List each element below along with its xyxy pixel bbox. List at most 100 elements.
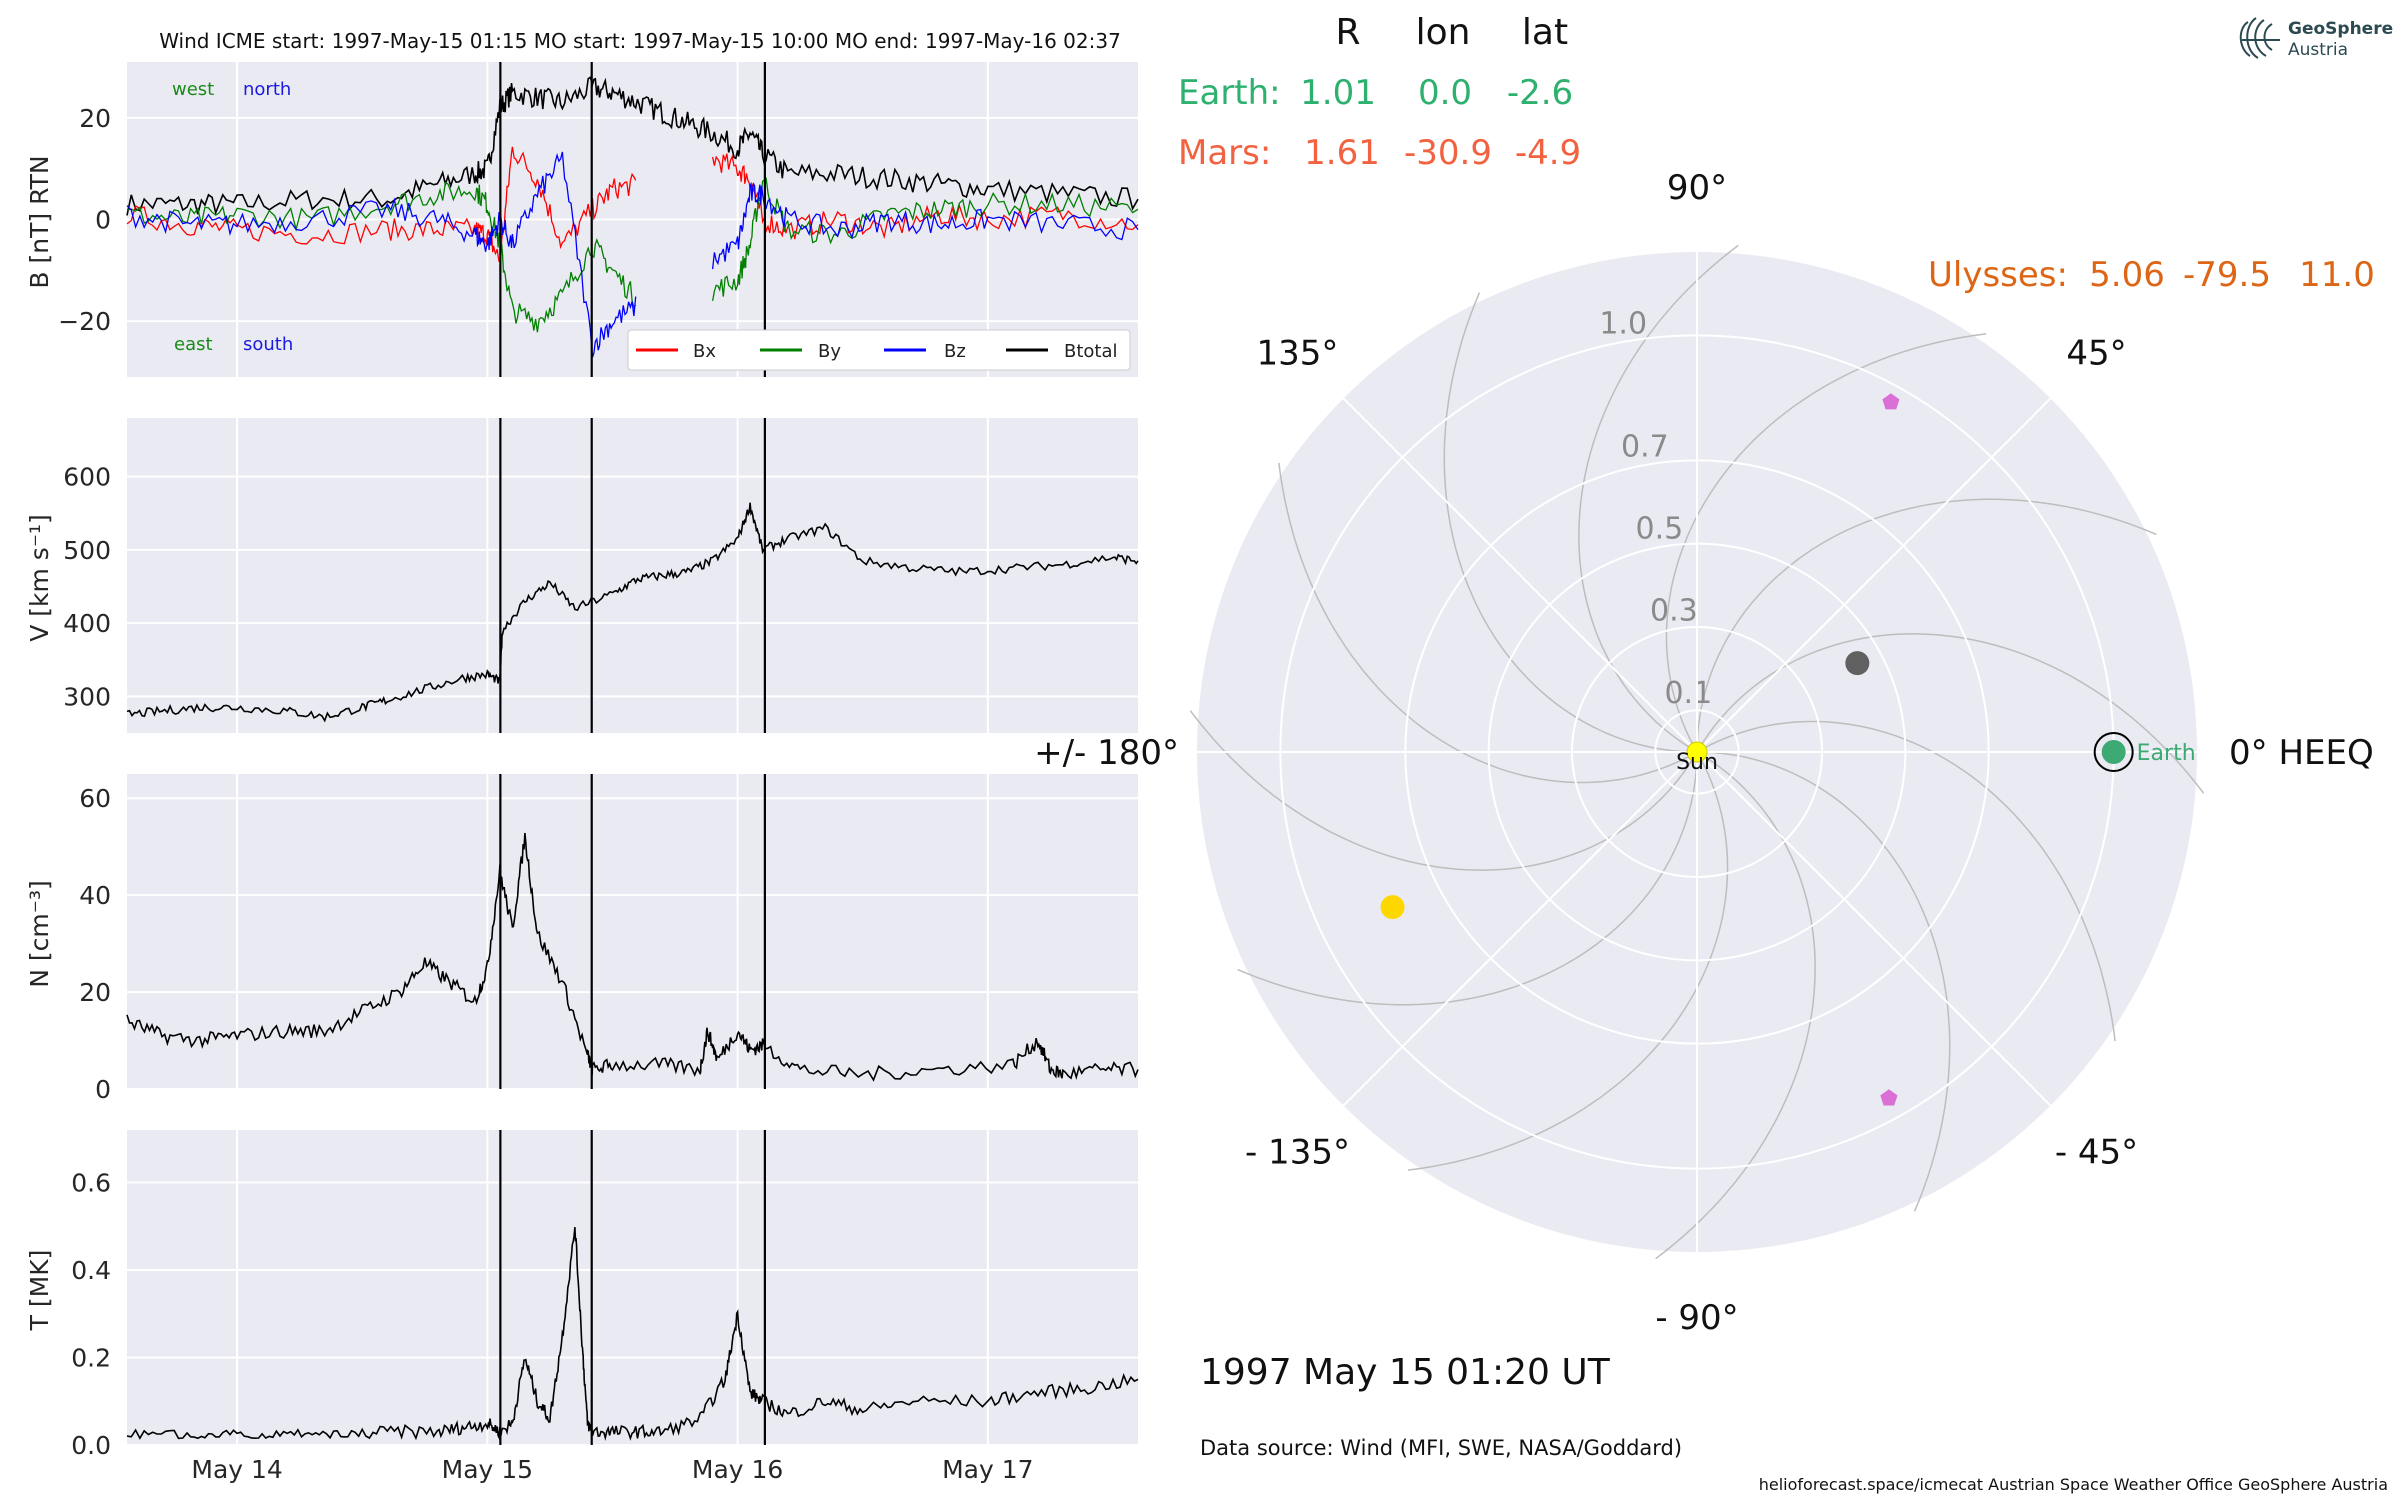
series-line-bx: [711, 153, 1139, 240]
xtick-label: May 16: [692, 1455, 783, 1484]
spiral-line: [1696, 498, 2157, 753]
series-line-t: [126, 1227, 1139, 1441]
spiral-line: [1578, 244, 1739, 753]
series-line-v: [126, 502, 1139, 723]
earth-r: 1.01: [1300, 73, 1376, 113]
series-line-bx: [126, 146, 637, 263]
earth-ring: [2093, 732, 2134, 772]
ytick-label: 600: [63, 463, 111, 492]
footer-credits: helioforecast.space/icmecat Austrian Spa…: [1759, 1475, 2388, 1494]
panel-b: 20 0 −20: [58, 62, 1139, 377]
polar-angle-label: 135°: [1257, 333, 1339, 373]
polar-spoke: [1342, 751, 1698, 1107]
corner-north: north: [243, 79, 291, 100]
polar-angle-label: - 135°: [1245, 1133, 1350, 1173]
ytick-label: 300: [63, 682, 111, 711]
ytick-label: 400: [63, 609, 111, 638]
ylabel-t: T [MK]: [25, 1250, 54, 1332]
xtick-label: May 14: [191, 1455, 282, 1484]
series-line-btotal: [126, 76, 1139, 216]
legend-by: By: [818, 341, 841, 362]
spiral-line: [1189, 710, 1698, 871]
chart-title: Wind ICME start: 1997-May-15 01:15 MO st…: [159, 29, 1121, 53]
series-line-bz: [126, 151, 637, 358]
planet-marker: [1845, 651, 1870, 676]
polar-spoke: [1342, 397, 1698, 753]
legend-bx: Bx: [693, 341, 716, 362]
spiral-field-lines: [1189, 244, 2205, 1260]
ylabel-b: B [nT] RTN: [25, 155, 54, 288]
sun-marker: [1686, 741, 1708, 763]
series-line-n: [126, 832, 1139, 1082]
spiral-line: [1443, 292, 1698, 753]
panel-n: 0 20 40 60: [79, 774, 1139, 1104]
mars-r: 1.61: [1304, 133, 1380, 173]
polar-r-label: 0.3: [1650, 594, 1698, 629]
panel-t: 0.0 0.2 0.4 0.6 May 14 May 15 May 16 May 17: [71, 1130, 1139, 1484]
mars-name: Mars:: [1178, 133, 1271, 173]
ytick-label: 0.4: [71, 1256, 111, 1285]
legend-btotal: Btotal: [1064, 341, 1118, 362]
data-source: Data source: Wind (MFI, SWE, NASA/Goddar…: [1200, 1436, 1682, 1460]
polar-angle-label: 45°: [2066, 333, 2126, 373]
ulysses-r: 5.06: [2089, 255, 2165, 295]
spiral-line: [1278, 462, 1698, 784]
ytick-label: 0: [95, 206, 111, 235]
ulysses-lon: -79.5: [2183, 255, 2271, 295]
logo-swirl-icon: [2239, 17, 2280, 59]
spacecraft-marker: [1880, 1089, 1898, 1106]
polar-orbit-plot: 0.1 0.3 0.5 0.7 1.0 90° 45° 0° HEEQ - 45° - 90° - …: [1034, 168, 2374, 1338]
col-header-lon: lon: [1416, 12, 1471, 53]
corner-east: east: [174, 334, 213, 355]
ytick-label: −20: [58, 307, 111, 336]
earth-lat: -2.6: [1507, 73, 1573, 113]
ytick-label: 0: [95, 1075, 111, 1104]
spiral-line: [1696, 751, 1951, 1212]
polar-spoke: [1696, 751, 2052, 1107]
ytick-label: 0.0: [71, 1431, 111, 1460]
ylabel-n: N [cm⁻³]: [25, 880, 54, 987]
spiral-line: [1696, 633, 2205, 794]
ylabel-v: V [km s⁻¹]: [25, 514, 54, 642]
legend: Bx By Bz Btotal: [627, 329, 1131, 371]
col-header-r: R: [1335, 12, 1360, 53]
series-line-bz: [711, 181, 1139, 270]
spiral-line: [1237, 751, 1698, 1006]
panel-n-background: [127, 774, 1138, 1089]
ytick-label: 500: [63, 536, 111, 565]
legend-bz: Bz: [944, 341, 966, 362]
panel-t-background: [127, 1130, 1138, 1445]
mars-lat: -4.9: [1515, 133, 1581, 173]
earth-name: Earth:: [1178, 73, 1281, 113]
position-table: R lon lat Earth: 1.01 0.0 -2.6 Mars: 1.6…: [1178, 12, 2375, 295]
mars-marker: [1380, 895, 1405, 920]
xtick-label: May 15: [442, 1455, 533, 1484]
corner-west: west: [172, 79, 214, 100]
polar-r-label: 0.7: [1621, 430, 1669, 465]
timeseries-panels: 20 0 −20 300 400 500 600 0 20 40 60 0.0 0.2 0.4 0.6 May…: [58, 62, 1139, 1484]
logo-main-text: GeoSphere: [2288, 19, 2393, 39]
mars-lon: -30.9: [1404, 133, 1492, 173]
ytick-label: 20: [79, 104, 111, 133]
ytick-label: 0.2: [71, 1344, 111, 1373]
spacecraft-marker: [1882, 393, 1900, 410]
ytick-label: 0.6: [71, 1169, 111, 1198]
polar-r-label: 1.0: [1599, 306, 1647, 341]
spiral-line: [1655, 751, 1816, 1260]
spiral-line: [1696, 720, 2116, 1042]
polar-angle-label: - 90°: [1655, 1298, 1738, 1338]
ytick-label: 60: [79, 784, 111, 813]
panel-v: 300 400 500 600: [63, 418, 1139, 733]
polar-angle-label: - 45°: [2055, 1133, 2138, 1173]
polar-angle-label: +/- 180°: [1034, 733, 1179, 773]
polar-angle-label: 90°: [1667, 168, 1727, 208]
ytick-label: 40: [79, 881, 111, 910]
corner-south: south: [243, 334, 293, 355]
earth-label: Earth: [2137, 741, 2196, 766]
polar-r-label: 0.1: [1664, 676, 1712, 711]
geosphere-logo: GeoSphere Austria: [2239, 17, 2393, 60]
plot-timestamp: 1997 May 15 01:20 UT: [1200, 1352, 1611, 1393]
spiral-line: [1407, 751, 1729, 1171]
earth-lon: 0.0: [1418, 73, 1472, 113]
